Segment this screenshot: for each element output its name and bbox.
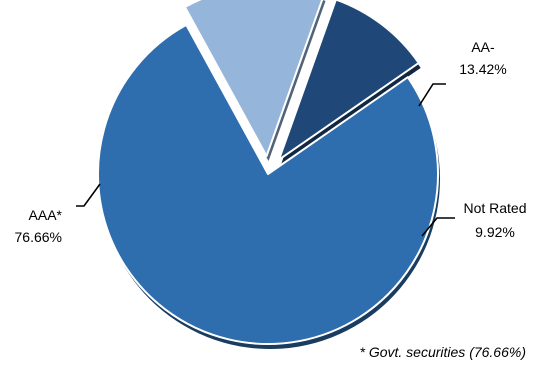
pie-slice-aa: [183, 0, 324, 158]
leader-line-1: [418, 83, 446, 107]
slice-value-0: 76.66%: [15, 229, 62, 245]
slice-label-1: AA-: [471, 39, 495, 55]
pie-slice-aaa: [97, 23, 439, 345]
leader-line-2: [421, 217, 455, 237]
leader-line-0: [76, 183, 101, 207]
slice-value-2: 9.92%: [475, 224, 515, 240]
slice-label-2: Not Rated: [463, 200, 526, 216]
pie-slice-not-rated: [277, 0, 420, 161]
slice-label-0: AAA*: [29, 207, 63, 223]
footnote: * Govt. securities (76.66%): [359, 344, 526, 360]
slice-value-1: 13.42%: [459, 61, 506, 77]
